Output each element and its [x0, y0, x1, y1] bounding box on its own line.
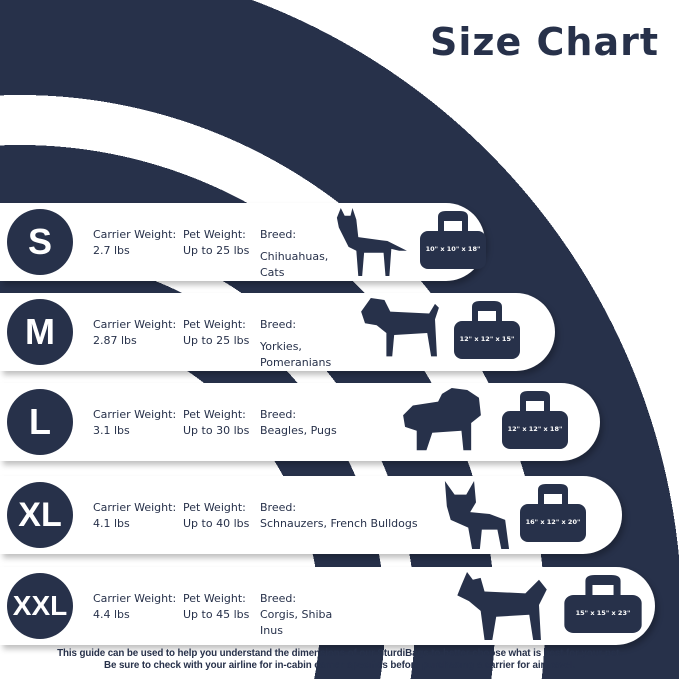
breed-label: Breed: [260, 228, 297, 241]
breed-value: Chihuahuas, Cats [260, 250, 329, 279]
breed: Breed: Schnauzers, French Bulldogs [260, 500, 430, 532]
pet-weight-label: Pet Weight: [183, 592, 246, 605]
carrier-weight: Carrier Weight: 4.1 lbs [93, 500, 176, 532]
bag-dimensions: 15" x 15" x 23" [575, 609, 631, 617]
pet-weight-value: Up to 40 lbs [183, 517, 250, 530]
page-title: Size Chart [429, 20, 659, 64]
size-row-xl: XL Carrier Weight: 4.1 lbs Pet Weight: U… [0, 476, 622, 554]
footer-line-1: This guide can be used to help you under… [57, 648, 622, 659]
breed-label: Breed: [260, 501, 297, 514]
terrier-icon [361, 298, 439, 357]
carrier-weight-value: 4.4 lbs [93, 608, 130, 621]
pet-weight: Pet Weight: Up to 45 lbs [183, 591, 249, 623]
carrier-weight-value: 2.7 lbs [93, 244, 130, 257]
carrier-bag-icon: 15" x 15" x 23" [562, 575, 644, 637]
pet-weight-value: Up to 25 lbs [183, 334, 250, 347]
bag-silhouette-icon [564, 575, 642, 633]
size-row-xxl: XXL Carrier Weight: 4.4 lbs Pet Weight: … [0, 567, 655, 645]
pet-weight-label: Pet Weight: [183, 408, 246, 421]
breed: Breed: Chihuahuas, Cats [260, 227, 340, 281]
size-row-m: M Carrier Weight: 2.87 lbs Pet Weight: U… [0, 293, 555, 371]
size-row-l: L Carrier Weight: 3.1 lbs Pet Weight: Up… [0, 383, 600, 461]
size-badge: M [7, 299, 73, 365]
shiba-icon [457, 572, 547, 641]
carrier-weight-value: 3.1 lbs [93, 424, 130, 437]
pet-weight-label: Pet Weight: [183, 501, 246, 514]
bag-dimensions: 12" x 12" x 15" [459, 335, 515, 343]
pet-weight: Pet Weight: Up to 30 lbs [183, 407, 249, 439]
bag-dimensions: 16" x 12" x 20" [525, 518, 581, 526]
carrier-bag-icon: 10" x 10" x 18" [418, 211, 488, 273]
carrier-weight: Carrier Weight: 2.87 lbs [93, 317, 176, 349]
bag-dimensions: 12" x 12" x 18" [507, 425, 563, 433]
pet-weight: Pet Weight: Up to 25 lbs [183, 317, 249, 349]
cat-icon [336, 208, 407, 277]
size-badge: XL [7, 482, 73, 548]
pet-weight-value: Up to 25 lbs [183, 244, 250, 257]
carrier-weight-value: 2.87 lbs [93, 334, 137, 347]
pug-icon [403, 388, 481, 451]
carrier-bag-icon: 12" x 12" x 18" [500, 391, 570, 453]
carrier-bag-icon: 16" x 12" x 20" [518, 484, 588, 546]
carrier-weight-label: Carrier Weight: [93, 228, 177, 241]
bag-silhouette-icon [520, 484, 586, 542]
pet-weight-value: Up to 45 lbs [183, 608, 250, 621]
carrier-weight: Carrier Weight: 3.1 lbs [93, 407, 176, 439]
pet-weight: Pet Weight: Up to 25 lbs [183, 227, 249, 259]
carrier-bag-icon: 12" x 12" x 15" [452, 301, 522, 363]
size-badge: S [7, 209, 73, 275]
size-row-s: S Carrier Weight: 2.7 lbs Pet Weight: Up… [0, 203, 488, 281]
breed-value: Schnauzers, French Bulldogs [260, 517, 418, 530]
breed-value: Corgis, Shiba Inus [260, 608, 333, 637]
french-bulldog-icon [444, 481, 510, 550]
bag-dimensions: 10" x 10" x 18" [425, 245, 481, 253]
carrier-weight-label: Carrier Weight: [93, 408, 177, 421]
bag-silhouette-icon [454, 301, 520, 359]
carrier-weight: Carrier Weight: 4.4 lbs [93, 591, 176, 623]
footer-note: This guide can be used to help you under… [0, 648, 679, 672]
carrier-weight-label: Carrier Weight: [93, 501, 177, 514]
breed-value: Yorkies, Pomeranians [260, 340, 332, 369]
breed: Breed: Yorkies, Pomeranians [260, 317, 340, 371]
pet-weight-label: Pet Weight: [183, 228, 246, 241]
carrier-weight-label: Carrier Weight: [93, 318, 177, 331]
carrier-weight: Carrier Weight: 2.7 lbs [93, 227, 176, 259]
breed-label: Breed: [260, 408, 297, 421]
breed-label: Breed: [260, 318, 297, 331]
breed-value: Beagles, Pugs [260, 424, 337, 437]
size-badge: L [7, 389, 73, 455]
breed: Breed: Corgis, Shiba Inus [260, 591, 340, 639]
size-badge: XXL [7, 573, 73, 639]
pet-weight-value: Up to 30 lbs [183, 424, 250, 437]
pet-weight: Pet Weight: Up to 40 lbs [183, 500, 249, 532]
footer-line-2: Be sure to check with your airline for i… [104, 660, 575, 671]
pet-weight-label: Pet Weight: [183, 318, 246, 331]
carrier-weight-value: 4.1 lbs [93, 517, 130, 530]
breed-label: Breed: [260, 592, 297, 605]
bag-silhouette-icon [502, 391, 568, 449]
carrier-weight-label: Carrier Weight: [93, 592, 177, 605]
breed: Breed: Beagles, Pugs [260, 407, 340, 439]
bag-silhouette-icon [420, 211, 486, 269]
